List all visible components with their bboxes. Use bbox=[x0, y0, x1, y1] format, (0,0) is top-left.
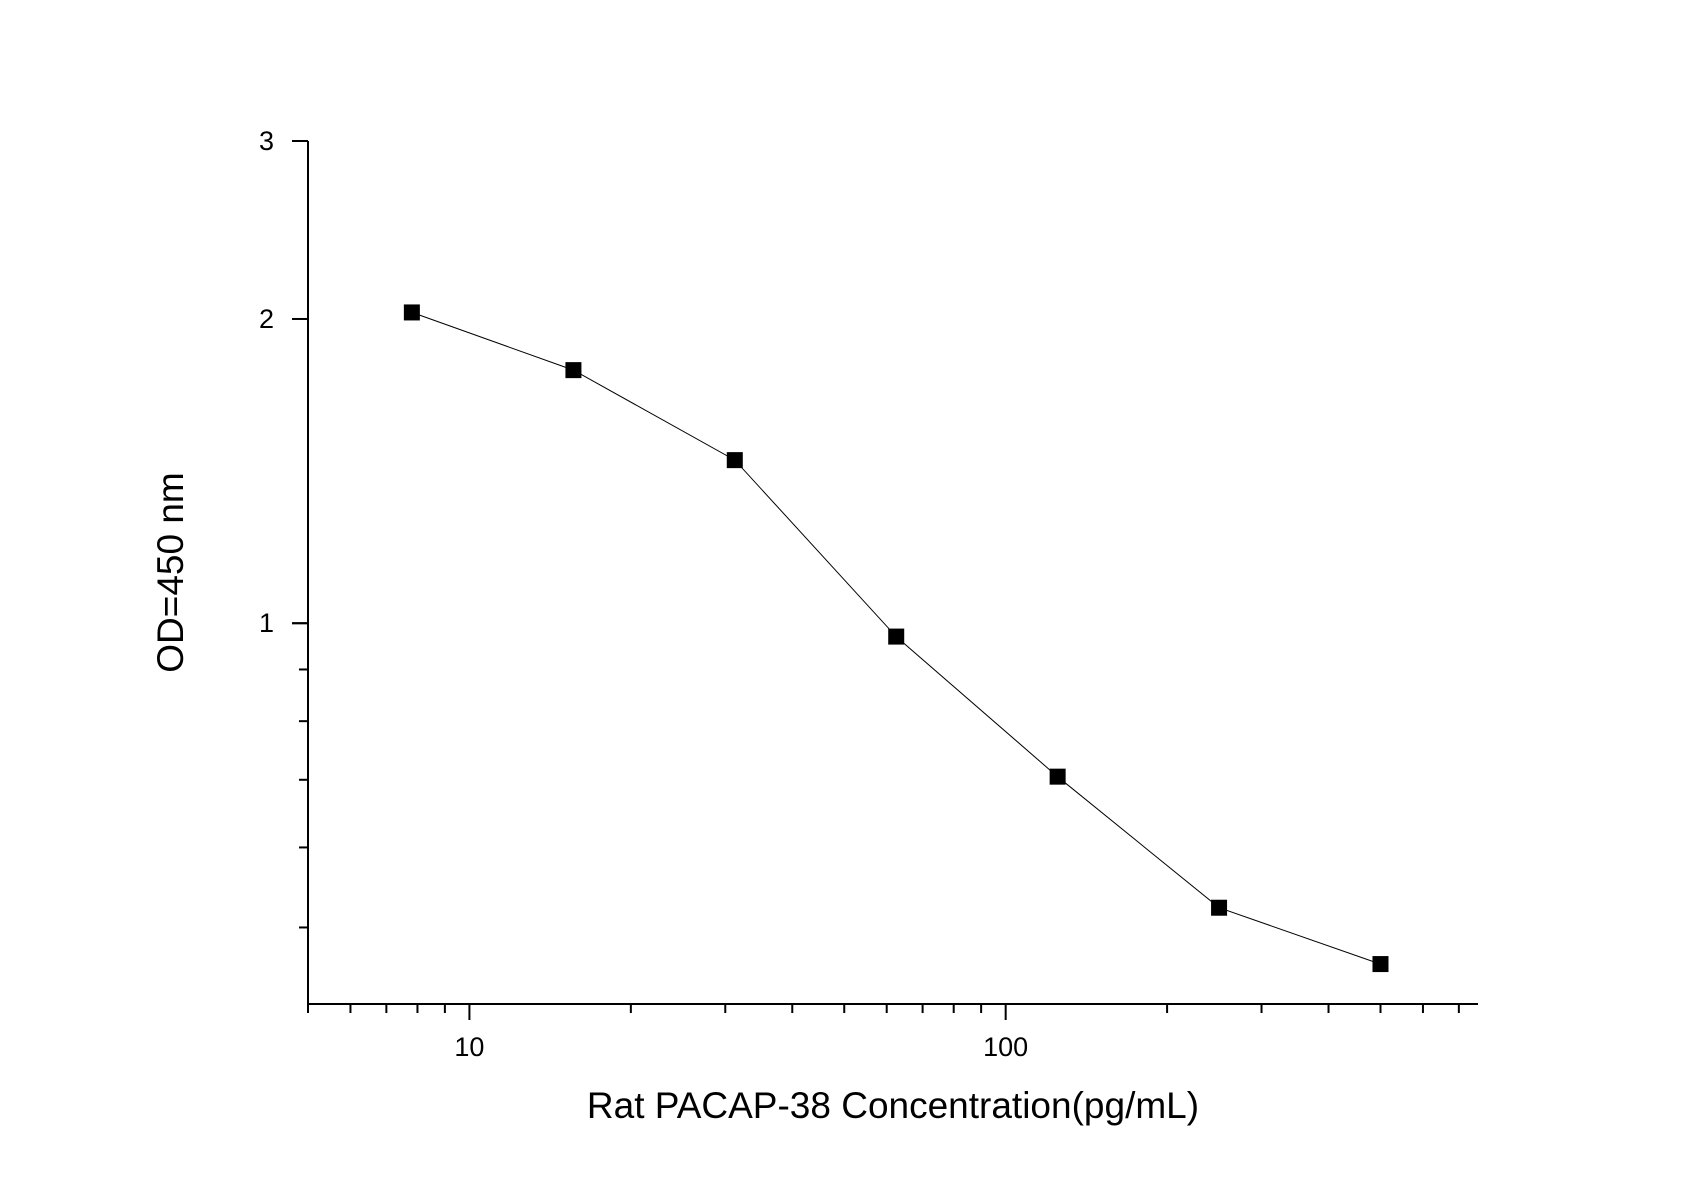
data-point bbox=[1372, 956, 1389, 973]
data-point bbox=[888, 628, 905, 645]
data-point bbox=[1211, 899, 1228, 916]
y-tick-label: 1 bbox=[259, 608, 274, 638]
y-tick-label: 3 bbox=[259, 126, 274, 156]
data-point bbox=[565, 362, 582, 379]
axes: 10 100 1 2 3 bbox=[259, 126, 1478, 1062]
data-point bbox=[1049, 768, 1066, 785]
x-tick-label: 10 bbox=[454, 1032, 484, 1062]
y-axis-title: OD=450 nm bbox=[150, 472, 191, 673]
series-markers bbox=[403, 304, 1389, 973]
data-point bbox=[726, 452, 743, 469]
plot-area bbox=[403, 304, 1389, 973]
y-tick-label: 2 bbox=[259, 304, 274, 334]
y-ticks: 1 2 3 bbox=[259, 126, 308, 929]
x-ticks: 10 100 bbox=[307, 1004, 1460, 1062]
data-point bbox=[403, 304, 420, 321]
x-axis-title: Rat PACAP-38 Concentration(pg/mL) bbox=[587, 1085, 1199, 1126]
x-tick-label: 100 bbox=[983, 1032, 1028, 1062]
